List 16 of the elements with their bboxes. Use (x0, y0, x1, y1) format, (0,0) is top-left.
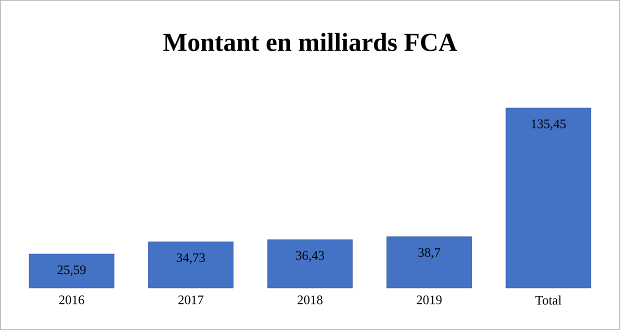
x-tick-label: 2019 (416, 296, 442, 304)
data-label: 38,7 (418, 248, 440, 259)
bar (148, 242, 234, 288)
bar (28, 254, 114, 288)
x-tick-label: 2017 (178, 296, 204, 304)
x-tick-label: 2016 (59, 296, 84, 304)
data-label: 25,59 (58, 266, 86, 276)
bar (386, 236, 472, 288)
chart-title: Montant en milliards FCA (163, 32, 457, 52)
x-tick-label: Total (535, 296, 562, 305)
bar (267, 239, 353, 288)
data-label: 135,45 (532, 120, 566, 130)
data-label: 34,73 (176, 253, 205, 264)
bar (506, 108, 592, 288)
x-tick-label: 2018 (298, 296, 322, 304)
data-label: 36,43 (296, 251, 324, 262)
